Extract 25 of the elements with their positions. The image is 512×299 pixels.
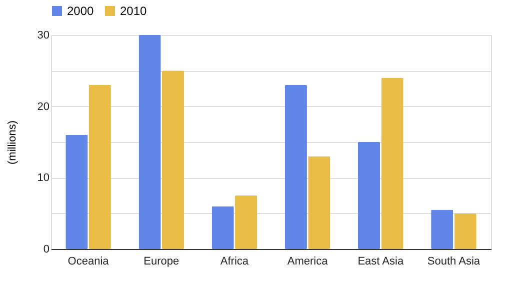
x-tick-label: America xyxy=(287,256,329,268)
bar xyxy=(454,213,476,249)
bar xyxy=(308,156,330,249)
bar xyxy=(212,206,234,249)
bar xyxy=(88,84,111,249)
x-tick-label: Europe xyxy=(144,256,180,268)
legend-label: 2000 xyxy=(67,4,94,18)
x-tick-label: East Asia xyxy=(358,256,404,268)
y-tick-label: 10 xyxy=(37,172,50,184)
bar xyxy=(358,142,380,249)
x-tick-label: Africa xyxy=(220,256,250,268)
bar xyxy=(235,196,258,249)
bar xyxy=(66,134,88,249)
legend-label: 2010 xyxy=(120,4,148,18)
bar xyxy=(381,78,404,249)
y-tick-label: 30 xyxy=(37,30,50,42)
bar xyxy=(431,210,454,249)
x-tick-label: South Asia xyxy=(427,256,481,268)
y-axis-title: (millions) xyxy=(6,120,18,164)
y-tick-label: 20 xyxy=(37,100,50,113)
bar xyxy=(284,84,307,249)
y-tick-label: 0 xyxy=(43,244,50,256)
bar xyxy=(162,70,184,249)
bar xyxy=(138,35,161,249)
x-tick-label: Oceania xyxy=(68,256,110,268)
